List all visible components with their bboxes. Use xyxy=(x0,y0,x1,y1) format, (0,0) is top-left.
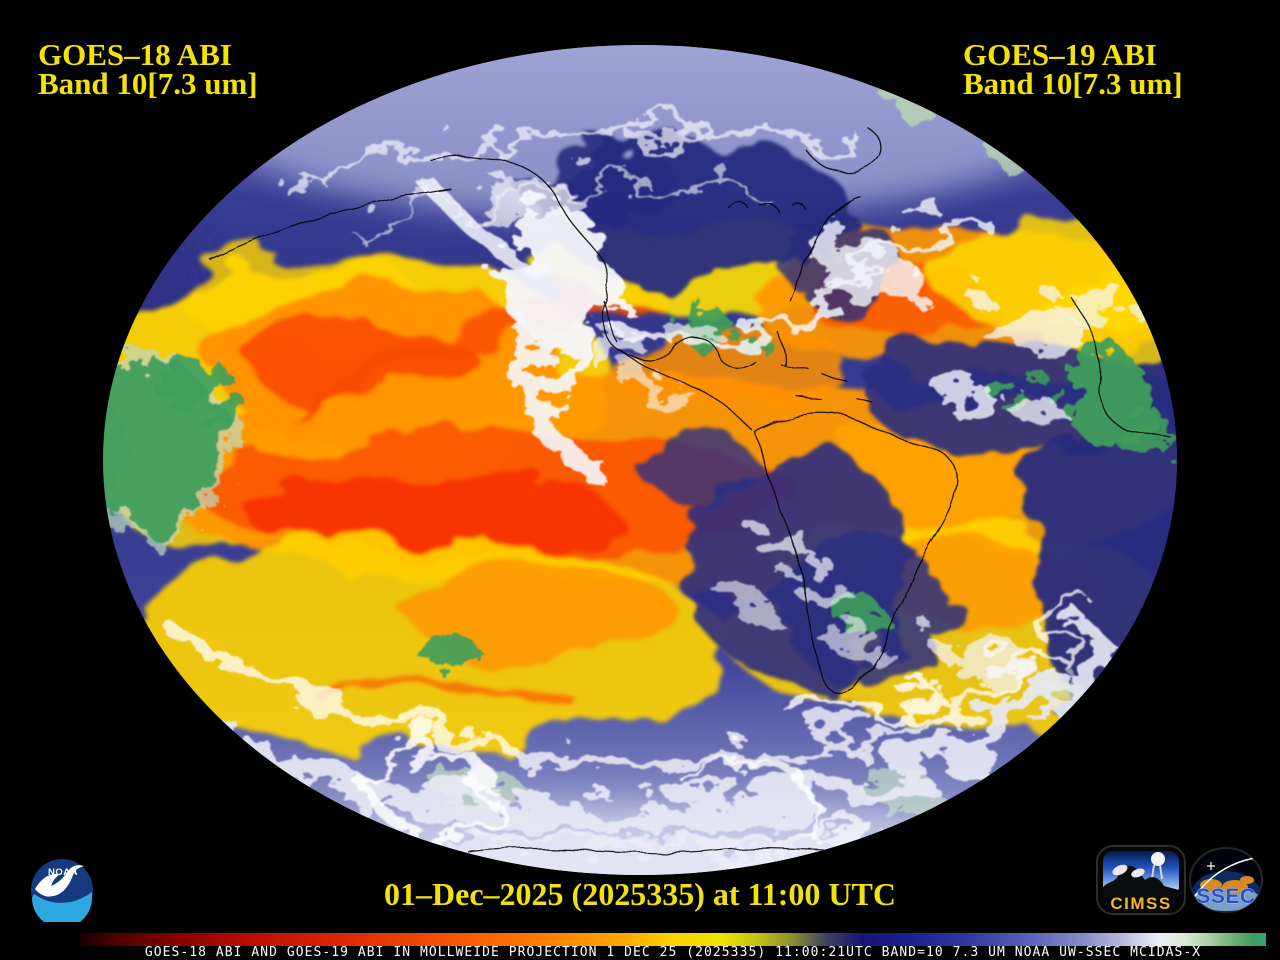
noaa-logo: NOAA xyxy=(31,859,93,922)
colorbar-scale xyxy=(80,933,1266,946)
timestamp-label: 01–Dec–2025 (2025335) at 11:00 UTC xyxy=(384,876,896,912)
earth-disk xyxy=(103,45,1177,875)
ssec-logo: SSEC xyxy=(1189,847,1263,913)
satellite-label-right: GOES–19 ABI Band 10[7.3 um] xyxy=(963,37,1183,101)
cimss-dish-icon-2 xyxy=(1131,868,1145,878)
noaa-logo-sea xyxy=(32,892,92,922)
ssec-logo-text: SSEC xyxy=(1196,885,1255,908)
noaa-seagull-icon xyxy=(35,865,84,897)
ssec-orbit-arc xyxy=(1192,856,1262,900)
satellite-name-goes19: GOES–19 ABI xyxy=(963,37,1157,72)
cimss-dish-icon xyxy=(1112,864,1128,876)
band-label-goes19: Band 10[7.3 um] xyxy=(963,66,1183,101)
satellite-name-goes18: GOES–18 ABI xyxy=(38,37,232,72)
cimss-dome-icon xyxy=(1151,852,1165,866)
satellite-label-left: GOES–18 ABI Band 10[7.3 um] xyxy=(38,37,258,101)
band-label-goes18: Band 10[7.3 um] xyxy=(38,66,258,101)
status-line: GOES-18 ABI AND GOES-19 ABI IN MOLLWEIDE… xyxy=(144,945,1202,960)
cimss-logo-text: CIMSS xyxy=(1110,894,1171,913)
ssec-star-icon xyxy=(1207,862,1215,870)
noaa-logo-text: NOAA xyxy=(48,867,78,878)
cimss-logo: CIMSS xyxy=(1096,845,1186,915)
